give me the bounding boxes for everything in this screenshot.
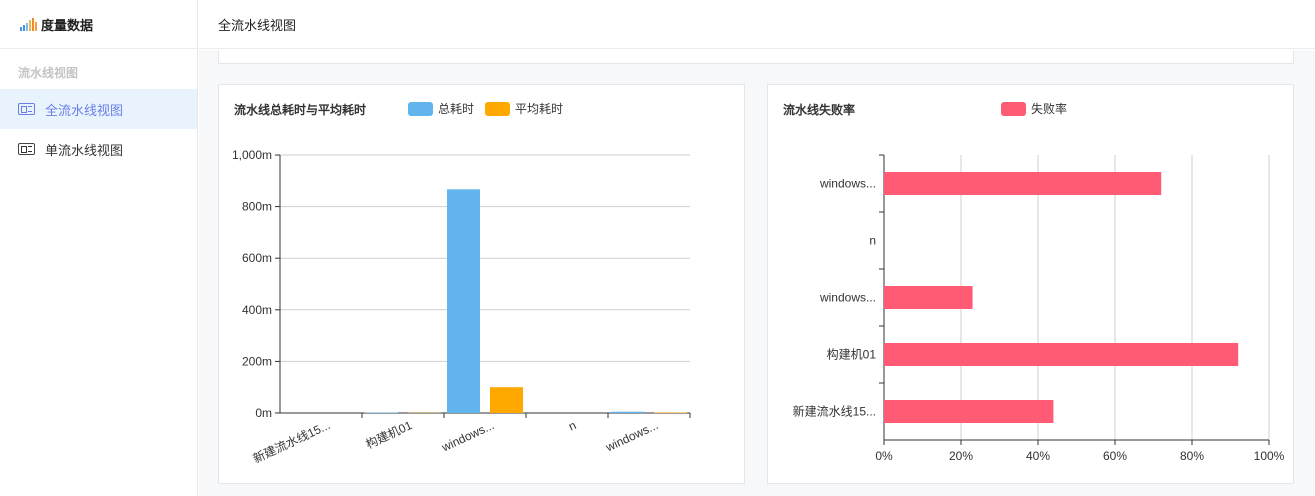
failure-rate-chart-card: 流水线失败率 失败率 0% 20% 40% 60% 80% 100% 新建流水线15... 构… <box>767 84 1294 484</box>
x-tick-label: 100% <box>1254 449 1285 463</box>
legend-swatch <box>1001 101 1026 116</box>
bar <box>365 412 398 413</box>
page-header: 全流水线视图 <box>199 0 1315 49</box>
x-tick-label: n <box>566 418 578 434</box>
sidebar: 度量数据 流水线视图 全流水线视图 单流水线视图 <box>0 0 198 496</box>
main-content: 流水线总耗时与平均耗时 总耗时 平均耗时 0m 200m 400m 600m 800m 1… <box>199 50 1315 496</box>
card-icon <box>18 143 35 155</box>
x-tick-label: 40% <box>1026 449 1050 463</box>
duration-bar-chart: 0m 200m 400m 600m 800m 1,000m 新建流水线15... 构建机01 w… <box>232 148 691 466</box>
page-title: 全流水线视图 <box>218 17 297 33</box>
x-tick-label: 0% <box>875 449 893 463</box>
bar <box>654 412 687 413</box>
bar <box>884 343 1239 366</box>
nav-group-label: 流水线视图 <box>18 66 79 80</box>
legend-item-failure-rate[interactable]: 失败率 <box>1001 100 1067 117</box>
sidebar-item-all-pipelines[interactable]: 全流水线视图 <box>0 89 197 129</box>
logo-bar <box>35 22 37 31</box>
bar <box>884 286 973 309</box>
legend-label: 平均耗时 <box>515 102 564 116</box>
y-tick-label: n <box>869 234 876 248</box>
x-tick-label: windows... <box>439 418 497 455</box>
bar <box>884 172 1162 195</box>
legend-item-average[interactable]: 平均耗时 <box>485 100 563 117</box>
sidebar-item-label: 单流水线视图 <box>45 142 124 158</box>
y-tick-label: 构建机01 <box>827 347 877 362</box>
chart-legend: 总耗时 平均耗时 <box>408 100 574 117</box>
chart-legend: 失败率 <box>1001 100 1078 117</box>
logo-bar <box>20 27 22 31</box>
x-tick-label: 新建流水线15... <box>250 417 332 466</box>
sidebar-item-label: 全流水线视图 <box>45 102 124 118</box>
x-tick-label: 60% <box>1103 449 1127 463</box>
legend-swatch <box>408 101 433 116</box>
sidebar-item-single-pipeline[interactable]: 单流水线视图 <box>0 129 197 169</box>
x-tick-label: 80% <box>1180 449 1204 463</box>
app-title: 度量数据 <box>41 17 94 33</box>
y-tick-label: 600m <box>242 251 272 265</box>
legend-label: 总耗时 <box>438 102 475 116</box>
logo-bar <box>23 25 25 31</box>
y-tick-label: 0m <box>255 406 272 420</box>
y-tick-label: windows... <box>819 177 876 191</box>
logo-bar <box>26 23 28 31</box>
chart-title: 流水线失败率 <box>783 103 856 117</box>
legend-label: 失败率 <box>1031 102 1068 116</box>
x-tick-label: windows... <box>603 418 661 455</box>
y-tick-label: 新建流水线15... <box>793 404 876 419</box>
y-tick-label: windows... <box>819 291 876 305</box>
chart-title: 流水线总耗时与平均耗时 <box>234 103 367 117</box>
duration-chart-card: 流水线总耗时与平均耗时 总耗时 平均耗时 0m 200m 400m 600m 800m 1… <box>218 84 745 484</box>
bar <box>884 400 1054 423</box>
logo-bar <box>29 20 31 31</box>
legend-item-total[interactable]: 总耗时 <box>408 100 474 117</box>
collapsed-panel <box>218 50 1294 64</box>
legend-swatch <box>485 101 511 116</box>
card-icon <box>18 103 35 115</box>
logo-bar <box>32 18 34 31</box>
y-tick-label: 200m <box>242 354 272 368</box>
bar <box>447 189 480 413</box>
bar <box>611 411 644 413</box>
y-tick-label: 800m <box>242 200 272 214</box>
y-tick-label: 400m <box>242 303 272 317</box>
bar <box>490 387 523 413</box>
bar-chart-logo-icon <box>20 17 38 31</box>
app-logo[interactable]: 度量数据 <box>0 0 197 49</box>
x-tick-label: 构建机01 <box>363 417 414 452</box>
failure-rate-bar-chart: 0% 20% 40% 60% 80% 100% 新建流水线15... 构建机01 windows… <box>793 154 1285 463</box>
x-tick-label: 20% <box>949 449 973 463</box>
y-tick-label: 1,000m <box>232 148 272 162</box>
